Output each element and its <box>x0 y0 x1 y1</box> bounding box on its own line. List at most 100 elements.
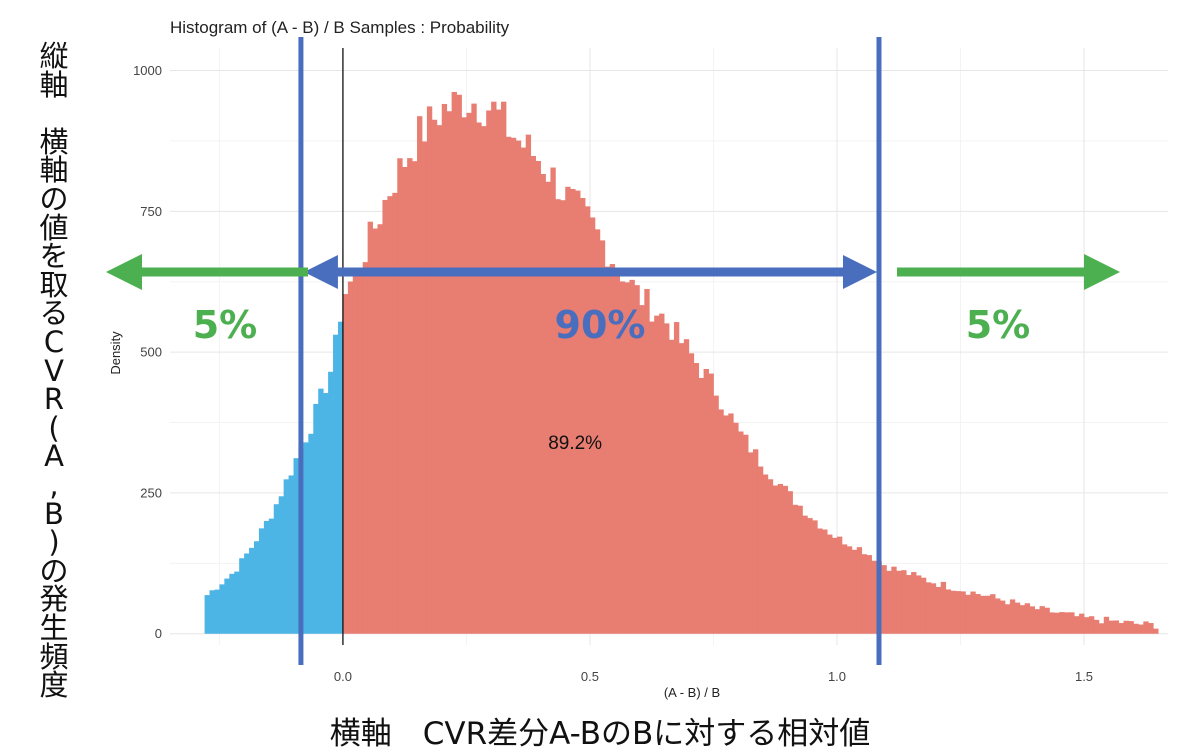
histogram-bar <box>708 373 714 634</box>
interval-percent: 90% <box>555 303 646 347</box>
histogram-bar <box>802 515 808 634</box>
histogram-bar <box>856 547 863 634</box>
left-tail-percent: 5% <box>193 303 258 347</box>
histogram-bar <box>639 305 645 634</box>
histogram-bar <box>886 570 892 634</box>
arrow-head <box>106 254 142 290</box>
histogram-bar <box>940 581 947 634</box>
histogram-bar <box>1034 609 1040 634</box>
histogram-bar <box>525 134 532 634</box>
histogram-bar <box>535 160 541 634</box>
histogram-bar <box>1103 616 1110 634</box>
histogram-bar <box>767 479 774 634</box>
histogram-bar <box>1049 612 1055 634</box>
histogram-bar <box>1143 621 1149 634</box>
histogram-bar <box>214 589 220 634</box>
vertical-caption-char: 軸 <box>39 67 69 102</box>
histogram-bar <box>530 156 537 634</box>
histogram-bar <box>698 377 704 634</box>
histogram-bar <box>619 281 625 634</box>
vertical-caption-char: B <box>44 496 64 531</box>
right-tail-arrow <box>897 254 1120 290</box>
histogram-bar <box>392 192 398 634</box>
histogram-bar <box>1093 619 1100 634</box>
histogram-bar <box>471 103 477 634</box>
histogram-bar <box>461 117 467 634</box>
y-tick-labels: 0 250 500 750 1000 <box>133 63 162 641</box>
histogram-bar <box>347 281 354 634</box>
histogram-bar <box>975 594 981 634</box>
histogram-bar <box>649 321 655 634</box>
histogram-bar <box>234 571 240 634</box>
histogram-bar <box>935 587 942 634</box>
histogram-bar <box>441 103 448 634</box>
vertical-caption-char: の <box>39 553 69 588</box>
histogram-bar <box>362 262 369 634</box>
histogram-bar <box>866 555 872 634</box>
vertical-caption-char <box>30 99 78 128</box>
histogram-bar <box>308 433 314 634</box>
histogram-bar <box>426 106 433 634</box>
vertical-caption-char: を <box>39 239 69 274</box>
histogram-bar <box>431 119 438 634</box>
histogram-bar <box>836 536 843 634</box>
histogram-bar <box>575 190 581 634</box>
histogram-bar <box>268 518 275 634</box>
histogram-bar <box>1039 606 1045 634</box>
histogram-bar <box>1054 612 1060 634</box>
histogram-bar <box>540 173 546 634</box>
x-tick-label: 1.5 <box>1075 669 1093 684</box>
histogram-bar <box>476 122 482 634</box>
histogram-bar <box>1064 612 1070 634</box>
histogram-bar <box>342 294 349 634</box>
histogram-bar <box>901 570 907 634</box>
y-tick-label: 750 <box>140 204 162 219</box>
histogram-bar <box>1118 623 1124 634</box>
histogram-bar <box>323 393 329 634</box>
histogram-bar <box>851 549 858 634</box>
histogram-bar <box>466 112 472 634</box>
histogram-bar <box>1148 623 1154 634</box>
probability-annotation: 89.2% <box>548 433 602 454</box>
histogram-bar <box>1098 623 1105 634</box>
histogram-bar <box>762 474 769 634</box>
histogram-bar <box>505 136 512 634</box>
histogram-bar <box>906 575 912 634</box>
histogram-bar <box>239 558 245 634</box>
histogram-bar <box>1004 604 1011 634</box>
histogram-bar <box>832 537 838 634</box>
histogram-bar <box>728 413 734 634</box>
histogram-bar <box>1088 616 1095 634</box>
histogram-bar <box>945 589 952 634</box>
histogram-bar <box>229 573 235 634</box>
histogram-bar <box>367 221 373 634</box>
histogram-bar <box>352 267 359 634</box>
histogram-bar <box>723 415 729 634</box>
arrow-head <box>842 255 877 289</box>
histogram-bar <box>797 505 803 634</box>
vertical-caption-char: 値 <box>39 210 69 245</box>
histogram-bar <box>224 578 230 634</box>
histogram-bar <box>580 198 586 634</box>
histogram-bar <box>382 199 388 634</box>
histogram-bar <box>871 560 877 634</box>
histogram-bar <box>846 546 853 634</box>
histogram-bar <box>748 452 754 634</box>
histogram-bar <box>412 161 418 634</box>
histogram-bar <box>1059 612 1065 634</box>
vertical-caption-char: 度 <box>39 668 69 703</box>
histogram-bar <box>253 541 260 634</box>
histogram-bar <box>703 368 709 634</box>
histogram-bar <box>501 101 507 634</box>
histogram-bar <box>1009 599 1016 634</box>
histogram-bar <box>599 240 606 634</box>
histogram-bar <box>925 582 932 634</box>
vertical-caption-char: 横 <box>39 124 69 159</box>
histogram-bar <box>1133 623 1139 634</box>
histogram-bar <box>550 167 556 634</box>
y-tick-label: 1000 <box>133 63 162 78</box>
histogram-bar <box>930 583 937 634</box>
histogram-bar <box>782 485 788 634</box>
chart-title: Histogram of (A - B) / B Samples : Proba… <box>170 18 510 37</box>
